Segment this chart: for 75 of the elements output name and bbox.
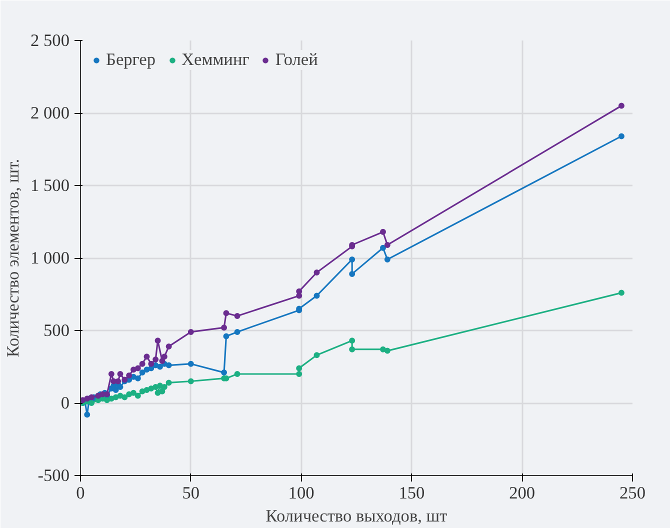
legend-label: Бергер: [106, 50, 156, 70]
point: [314, 270, 320, 276]
point: [166, 362, 172, 368]
point: [115, 378, 122, 384]
point: [188, 360, 194, 367]
x-tick-label: 50: [182, 484, 200, 502]
point: [161, 384, 168, 390]
y-tick-label: 1 500: [30, 176, 70, 195]
point: [384, 348, 390, 354]
point: [314, 292, 320, 299]
point: [221, 370, 228, 376]
point: [134, 375, 141, 382]
point: [126, 372, 132, 378]
y-tick-label: 500: [44, 321, 70, 340]
point: [117, 371, 124, 377]
point: [134, 365, 141, 372]
point: [188, 378, 194, 384]
point: [384, 242, 390, 248]
point: [380, 228, 386, 235]
point: [134, 392, 141, 399]
point: [122, 394, 128, 400]
y-tick-label: 0: [60, 394, 70, 412]
point: [380, 244, 386, 251]
point: [618, 133, 624, 140]
y-tick-label: 1 000: [30, 248, 70, 268]
point: [104, 397, 110, 404]
x-tick-label: 150: [398, 484, 425, 502]
point: [314, 352, 320, 358]
x-tick-label: 100: [288, 484, 314, 502]
point: [221, 324, 228, 331]
point: [148, 360, 154, 367]
point: [108, 371, 114, 377]
point: [84, 412, 90, 418]
point: [166, 380, 172, 386]
point: [618, 290, 624, 296]
point: [380, 346, 386, 352]
point: [156, 364, 163, 370]
y-axis-title: Количество элементов, шт.: [4, 158, 23, 358]
point: [130, 390, 136, 396]
point: [166, 343, 172, 350]
point: [161, 354, 168, 360]
point: [349, 256, 356, 262]
point: [234, 371, 240, 377]
legend-label: Хемминг: [182, 50, 250, 70]
point: [349, 346, 356, 352]
y-tick-label: 2 000: [30, 104, 70, 122]
point: [223, 333, 230, 340]
y-tick-label: -500: [38, 466, 70, 485]
point: [188, 328, 194, 335]
point: [152, 384, 159, 390]
point: [384, 256, 390, 262]
x-tick-label: 200: [509, 484, 536, 502]
y-tick-label: 2 500: [30, 31, 70, 50]
point: [139, 360, 146, 367]
point: [349, 338, 356, 344]
point: [152, 356, 159, 362]
point: [296, 365, 302, 372]
point: [349, 270, 356, 277]
point: [117, 384, 124, 390]
point: [223, 310, 230, 316]
point: [234, 328, 240, 335]
x-tick-label: 250: [620, 484, 646, 502]
point: [159, 358, 166, 364]
point: [144, 354, 150, 360]
point: [618, 102, 624, 109]
point: [156, 382, 163, 389]
point: [159, 388, 166, 394]
point: [234, 313, 240, 319]
point: [139, 370, 146, 376]
legend-label: Голей: [275, 50, 318, 70]
x-axis-title: Количество выходов, шт: [266, 506, 448, 526]
point: [139, 388, 146, 394]
point: [154, 338, 161, 344]
x-tick-label: 0: [76, 484, 85, 502]
point: [296, 371, 302, 377]
